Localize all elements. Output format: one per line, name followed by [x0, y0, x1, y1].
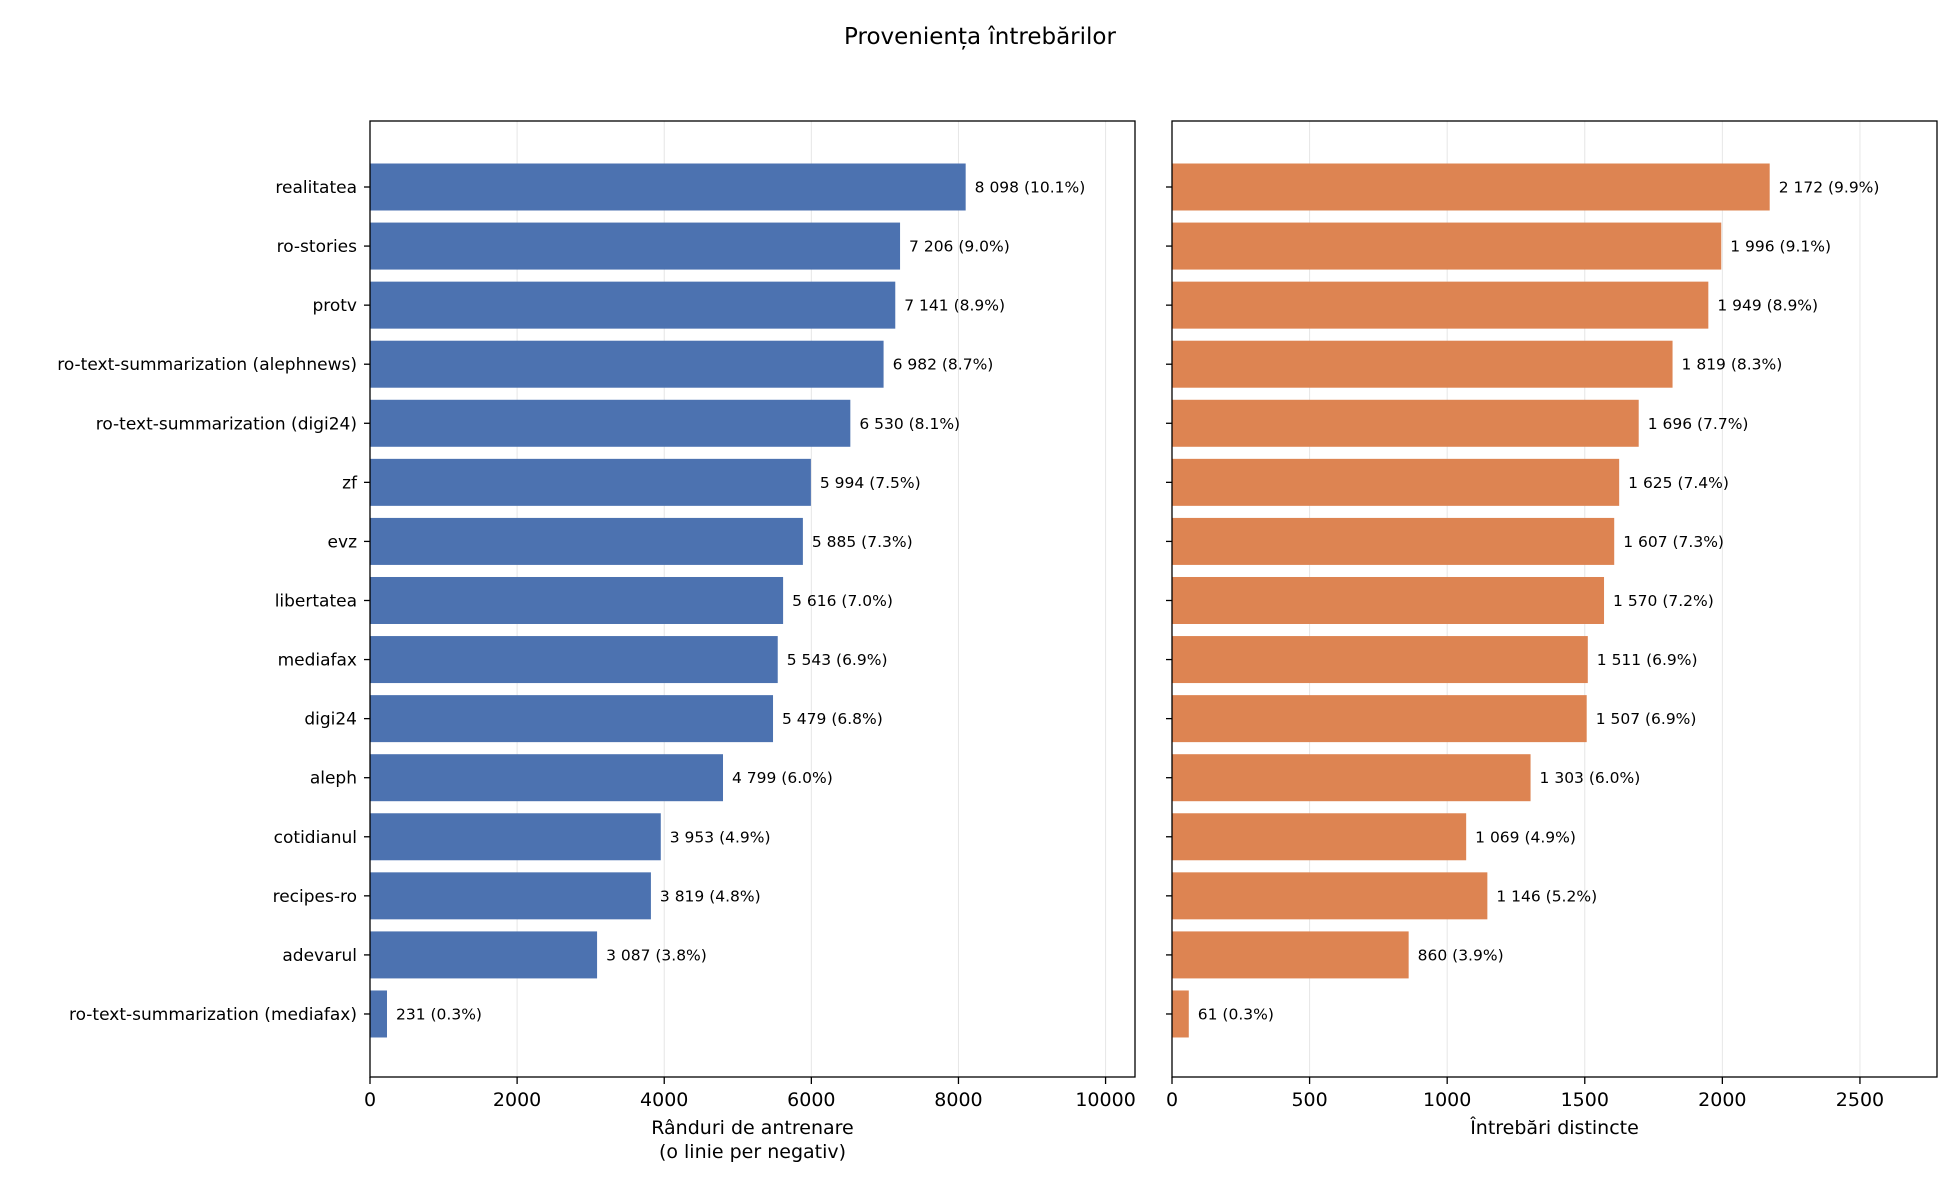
right-bar-6 — [1172, 517, 1615, 565]
left-category-label: ro-text-summarization (digi24) — [96, 414, 357, 434]
right-data-label: 1 996 (9.1%) — [1730, 238, 1831, 256]
right-bar-8 — [1172, 636, 1588, 684]
left-data-label: 6 982 (8.7%) — [893, 356, 994, 374]
left-bar-1 — [370, 222, 901, 270]
left-bar-14 — [370, 990, 387, 1038]
left-bar-11 — [370, 813, 661, 861]
left-data-label: 3 953 (4.9%) — [670, 828, 771, 846]
right-data-label: 1 507 (6.9%) — [1596, 710, 1697, 728]
left-bar-6 — [370, 517, 803, 565]
left-data-label: 7 141 (8.9%) — [904, 297, 1005, 315]
left-category-label: aleph — [310, 769, 357, 789]
left-bar-12 — [370, 872, 651, 920]
right-bar-13 — [1172, 931, 1409, 979]
left-axes-frame — [369, 120, 1136, 1078]
left-category-label: evz — [328, 532, 358, 552]
right-bar-5 — [1172, 458, 1620, 506]
left-bar-10 — [370, 754, 724, 802]
right-bar-12 — [1172, 872, 1488, 920]
left-bar-4 — [370, 399, 851, 447]
right-xtick-label: 500 — [1291, 1089, 1327, 1111]
right-xaxis-label: Întrebări distincte — [1469, 1116, 1639, 1139]
left-data-label: 3 087 (3.8%) — [606, 946, 707, 964]
right-xtick-label: 1500 — [1561, 1089, 1609, 1111]
left-category-label: ro-stories — [277, 237, 358, 257]
right-data-label: 1 819 (8.3%) — [1682, 356, 1783, 374]
right-data-label: 1 949 (8.9%) — [1717, 297, 1818, 315]
right-xtick-label: 0 — [1166, 1089, 1178, 1111]
left-data-label: 3 819 (4.8%) — [660, 887, 761, 905]
left-data-label: 231 (0.3%) — [396, 1005, 482, 1023]
right-bar-2 — [1172, 281, 1709, 329]
left-category-label: cotidianul — [274, 828, 357, 848]
right-bar-11 — [1172, 813, 1467, 861]
right-xtick-label: 2500 — [1836, 1089, 1884, 1111]
right-data-label: 860 (3.9%) — [1418, 946, 1504, 964]
right-data-label: 1 607 (7.3%) — [1623, 533, 1724, 551]
right-data-label: 1 511 (6.9%) — [1597, 651, 1698, 669]
left-xtick-label: 0 — [364, 1089, 376, 1111]
left-category-label: ro-text-summarization (mediafax) — [69, 1005, 357, 1025]
left-data-label: 5 994 (7.5%) — [820, 474, 921, 492]
left-category-label: libertatea — [275, 591, 357, 611]
left-xaxis-label: (o linie per negativ) — [659, 1141, 846, 1163]
left-xtick-label: 6000 — [787, 1089, 835, 1111]
right-bar-3 — [1172, 340, 1673, 388]
right-data-label: 1 625 (7.4%) — [1628, 474, 1729, 492]
left-category-label: adevarul — [282, 946, 357, 966]
left-data-label: 8 098 (10.1%) — [975, 179, 1086, 197]
right-bar-14 — [1172, 990, 1189, 1038]
left-xtick-label: 8000 — [934, 1089, 982, 1111]
right-data-label: 1 146 (5.2%) — [1496, 887, 1597, 905]
right-data-label: 61 (0.3%) — [1198, 1005, 1274, 1023]
left-chart-panel: realitatea 8 098 (10.1%) ro-stories 7 206 (… — [57, 120, 1136, 1163]
left-bar-8 — [370, 636, 778, 684]
left-bar-7 — [370, 576, 784, 624]
left-bar-9 — [370, 695, 774, 743]
left-xtick-label: 4000 — [640, 1089, 688, 1111]
right-data-label: 2 172 (9.9%) — [1779, 179, 1880, 197]
left-data-label: 5 616 (7.0%) — [792, 592, 893, 610]
left-data-label: 7 206 (9.0%) — [909, 238, 1010, 256]
left-xaxis-label: Rânduri de antrenare — [651, 1117, 853, 1139]
left-bar-5 — [370, 458, 811, 506]
left-data-label: 4 799 (6.0%) — [732, 769, 833, 787]
left-category-label: mediafax — [278, 651, 357, 671]
right-chart-panel: 2 172 (9.9%) 1 996 (9.1%) 1 949 (8.9%) 1 81… — [1166, 120, 1938, 1139]
right-bar-4 — [1172, 399, 1639, 447]
left-bar-3 — [370, 340, 884, 388]
left-data-label: 5 479 (6.8%) — [782, 710, 883, 728]
left-data-label: 5 885 (7.3%) — [812, 533, 913, 551]
figure-title: Proveniența întrebărilor — [844, 24, 1116, 50]
left-bar-2 — [370, 281, 896, 329]
right-xtick-label: 2000 — [1698, 1089, 1746, 1111]
left-bar-0 — [370, 163, 966, 211]
left-bar-13 — [370, 931, 598, 979]
right-data-label: 1 069 (4.9%) — [1475, 828, 1576, 846]
left-data-label: 5 543 (6.9%) — [787, 651, 888, 669]
right-data-label: 1 303 (6.0%) — [1540, 769, 1641, 787]
right-bar-0 — [1172, 163, 1770, 211]
left-xtick-label: 2000 — [493, 1089, 541, 1111]
right-bar-7 — [1172, 576, 1605, 624]
right-bar-9 — [1172, 695, 1587, 743]
left-category-label: zf — [342, 473, 358, 493]
left-category-label: digi24 — [304, 710, 357, 730]
left-category-label: realitatea — [275, 178, 357, 198]
left-data-label: 6 530 (8.1%) — [859, 415, 960, 433]
right-bar-1 — [1172, 222, 1722, 270]
left-category-label: ro-text-summarization (alephnews) — [57, 355, 357, 375]
left-category-label: recipes-ro — [273, 887, 357, 907]
right-data-label: 1 570 (7.2%) — [1613, 592, 1714, 610]
right-xtick-label: 1000 — [1423, 1089, 1471, 1111]
right-bar-10 — [1172, 754, 1531, 802]
right-data-label: 1 696 (7.7%) — [1648, 415, 1749, 433]
right-axes-frame — [1171, 120, 1938, 1078]
left-xtick-label: 10000 — [1075, 1089, 1135, 1111]
left-category-label: protv — [312, 296, 357, 316]
